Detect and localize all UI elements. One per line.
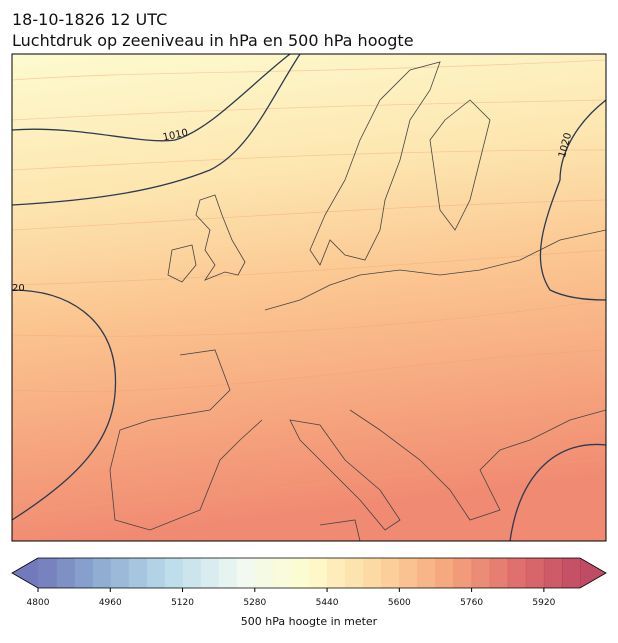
colorbar: 4800 4960 5120 5280 5440 5600 5760 5920: [11, 557, 607, 608]
colorbar-swatch: [453, 558, 473, 588]
map-area: 1010 1020 20: [12, 54, 606, 541]
colorbar-swatch: [399, 558, 418, 588]
colorbar-tick-label: 5760: [460, 598, 483, 608]
colorbar-swatch: [309, 558, 328, 588]
colorbar-tick-label: 5280: [243, 598, 266, 608]
colorbar-swatch: [381, 558, 400, 588]
colorbar-swatch: [254, 558, 274, 588]
map-frame: [11, 53, 607, 542]
height-field: [12, 54, 606, 541]
colorbar-swatch: [110, 558, 129, 588]
colorbar-swatch: [200, 558, 220, 588]
isobar-label: 1010: [162, 128, 189, 144]
colorbar-extend-low: [12, 558, 38, 588]
colorbar-tick-label: 5120: [171, 598, 194, 608]
colorbar-swatch: [507, 558, 527, 588]
colorbar-swatch: [56, 558, 75, 588]
colorbar-swatch: [435, 558, 455, 588]
colorbar-swatch: [236, 558, 256, 588]
colorbar-tick-label: 5600: [388, 598, 411, 608]
colorbar-swatch: [471, 558, 491, 588]
height-contours: [12, 59, 606, 511]
colorbar-swatch: [218, 558, 238, 588]
pressure-isobars: [12, 54, 606, 541]
colorbar-swatch: [489, 558, 509, 588]
colorbar-outline: [11, 557, 607, 589]
colorbar-swatch: [92, 558, 111, 588]
colorbar-swatch: [290, 558, 310, 588]
colorbar-swatch: [561, 558, 581, 588]
colorbar-tick-label: 5440: [316, 598, 339, 608]
colorbar-swatch: [345, 558, 364, 588]
colorbar-swatch: [146, 558, 165, 588]
colorbar-swatch: [38, 558, 57, 588]
colorbar-swatch: [128, 558, 147, 588]
colorbar-swatch: [272, 558, 292, 588]
colorbar-swatch: [525, 558, 545, 588]
colorbar-swatch: [417, 558, 436, 588]
colorbar-swatch: [543, 558, 563, 588]
chart-title: Luchtdruk op zeeniveau in hPa en 500 hPa…: [12, 31, 414, 50]
colorbar-tick-label: 5920: [532, 598, 555, 608]
colorbar-swatch: [74, 558, 93, 588]
date-title: 18-10-1826 12 UTC: [12, 10, 167, 29]
colorbar-swatch: [164, 558, 184, 588]
colorbar-label: 500 hPa hoogte in meter: [241, 615, 378, 628]
colorbar-tick-label: 4800: [27, 598, 50, 608]
isobar-label: 20: [12, 283, 25, 294]
colorbar-swatch: [363, 558, 382, 588]
colorbar-tick-label: 4960: [99, 598, 122, 608]
colorbar-swatch: [327, 558, 346, 588]
colorbar-swatch: [182, 558, 202, 588]
colorbar-extend-high: [580, 558, 606, 588]
